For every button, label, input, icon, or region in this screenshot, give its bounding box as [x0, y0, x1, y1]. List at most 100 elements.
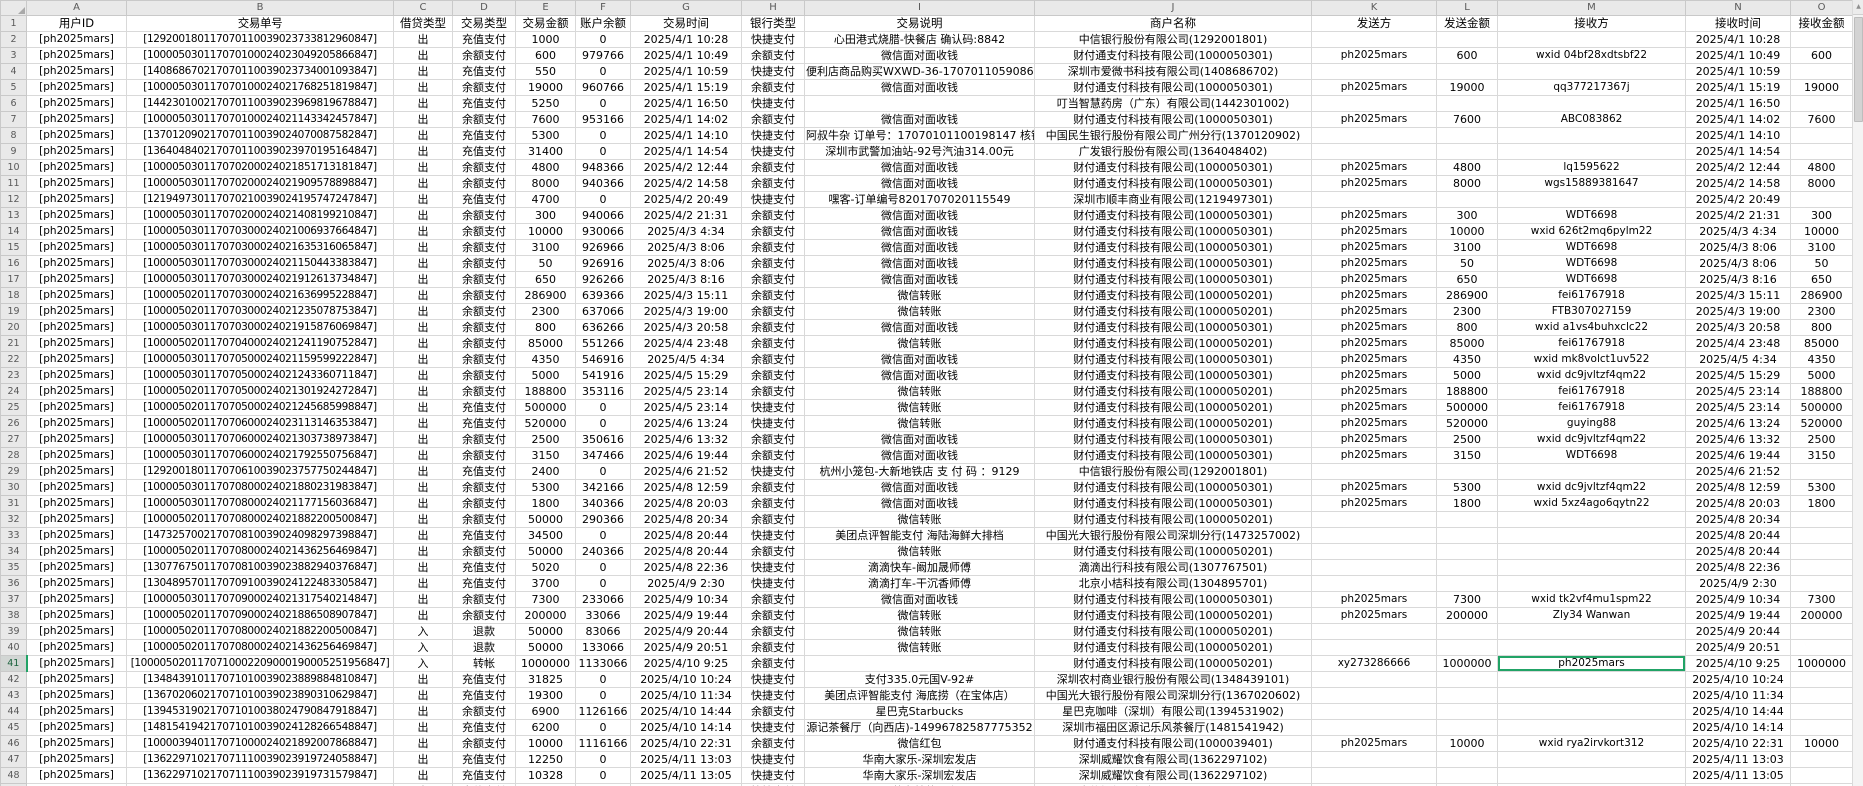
- cell-D15[interactable]: 余额支付: [452, 239, 516, 256]
- cell-J38[interactable]: 财付通支付科技有限公司(1000050201): [1034, 607, 1312, 624]
- cell-G40[interactable]: 2025/4/9 20:51: [630, 639, 742, 656]
- cell-B31[interactable]: [100005030117070800024021177156036847]: [126, 495, 394, 512]
- cell-O47[interactable]: [1790, 751, 1853, 768]
- cell-O17[interactable]: 650: [1790, 271, 1853, 288]
- cell-J19[interactable]: 财付通支付科技有限公司(1000050201): [1034, 303, 1312, 320]
- cell-F13[interactable]: 940066: [575, 207, 631, 224]
- select-all-corner[interactable]: [0, 0, 27, 16]
- row-header-47[interactable]: 47: [0, 751, 27, 768]
- cell-I14[interactable]: 微信面对面收钱: [804, 223, 1035, 240]
- cell-F30[interactable]: 342166: [575, 479, 631, 496]
- cell-O24[interactable]: 188800: [1790, 383, 1853, 400]
- cell-C11[interactable]: 出: [393, 175, 453, 192]
- cell-F42[interactable]: 0: [575, 671, 631, 688]
- cell-N30[interactable]: 2025/4/8 12:59: [1685, 479, 1791, 496]
- cell-H20[interactable]: 余额支付: [741, 319, 805, 336]
- cell-B25[interactable]: [100005020117070500024021245685998847]: [126, 399, 394, 416]
- column-header-N[interactable]: N: [1685, 0, 1791, 16]
- cell-L47[interactable]: [1436, 751, 1498, 768]
- cell-I13[interactable]: 微信面对面收钱: [804, 207, 1035, 224]
- cell-I40[interactable]: 微信转账: [804, 639, 1035, 656]
- cell-K19[interactable]: ph2025mars: [1311, 303, 1437, 320]
- cell-M3[interactable]: wxid 04bf28xdtsbf22: [1497, 47, 1686, 64]
- cell-H9[interactable]: 快捷支付: [741, 143, 805, 160]
- cell-L46[interactable]: 10000: [1436, 735, 1498, 752]
- cell-O9[interactable]: [1790, 143, 1853, 160]
- cell-G46[interactable]: 2025/4/10 22:31: [630, 735, 742, 752]
- cell-M40[interactable]: [1497, 639, 1686, 656]
- cell-O37[interactable]: 7300: [1790, 591, 1853, 608]
- cell-A7[interactable]: [ph2025mars]: [26, 111, 127, 128]
- cell-K21[interactable]: ph2025mars: [1311, 335, 1437, 352]
- cell-I15[interactable]: 微信面对面收钱: [804, 239, 1035, 256]
- cell-M38[interactable]: Zly34 Wanwan: [1497, 607, 1686, 624]
- row-header-16[interactable]: 16: [0, 255, 27, 272]
- cell-L39[interactable]: [1436, 623, 1498, 640]
- cell-D18[interactable]: 余额支付: [452, 287, 516, 304]
- cell-G24[interactable]: 2025/4/5 23:14: [630, 383, 742, 400]
- cell-K27[interactable]: ph2025mars: [1311, 431, 1437, 448]
- cell-F35[interactable]: 0: [575, 559, 631, 576]
- cell-C5[interactable]: 出: [393, 79, 453, 96]
- cell-C21[interactable]: 出: [393, 335, 453, 352]
- cell-K9[interactable]: [1311, 143, 1437, 160]
- cell-L11[interactable]: 8000: [1436, 175, 1498, 192]
- cell-I12[interactable]: 嘿客-订单编号8201707020115549: [804, 191, 1035, 208]
- row-header-9[interactable]: 9: [0, 143, 27, 160]
- cell-G23[interactable]: 2025/4/5 15:29: [630, 367, 742, 384]
- cell-I24[interactable]: 微信转账: [804, 383, 1035, 400]
- row-header-4[interactable]: 4: [0, 63, 27, 80]
- cell-L14[interactable]: 10000: [1436, 223, 1498, 240]
- cell-G29[interactable]: 2025/4/6 21:52: [630, 463, 742, 480]
- cell-K6[interactable]: [1311, 95, 1437, 112]
- cell-J36[interactable]: 北京小桔科技有限公司(1304895701): [1034, 575, 1312, 592]
- cell-B4[interactable]: [140868670217070110039023734001093847]: [126, 63, 394, 80]
- cell-L48[interactable]: [1436, 767, 1498, 784]
- cell-F48[interactable]: 0: [575, 767, 631, 784]
- cell-H32[interactable]: 余额支付: [741, 511, 805, 528]
- cell-M14[interactable]: wxid 626t2mq6pylm22: [1497, 223, 1686, 240]
- cell-H11[interactable]: 余额支付: [741, 175, 805, 192]
- cell-I4[interactable]: 便利店商品购买WXWD-36-17070110590864: [804, 63, 1035, 80]
- cell-G39[interactable]: 2025/4/9 20:44: [630, 623, 742, 640]
- cell-E7[interactable]: 7600: [515, 111, 576, 128]
- cell-D6[interactable]: 充值支付: [452, 95, 516, 112]
- column-header-K[interactable]: K: [1311, 0, 1437, 16]
- cell-J31[interactable]: 财付通支付科技有限公司(1000050301): [1034, 495, 1312, 512]
- cell-B43[interactable]: [136702060217071010039023890310629847]: [126, 687, 394, 704]
- cell-D39[interactable]: 退款: [452, 623, 516, 640]
- cell-B45[interactable]: [148154194217071010039024128266548847]: [126, 719, 394, 736]
- cell-A23[interactable]: [ph2025mars]: [26, 367, 127, 384]
- cell-I3[interactable]: 微信面对面收钱: [804, 47, 1035, 64]
- cell-E15[interactable]: 3100: [515, 239, 576, 256]
- cell-H36[interactable]: 快捷支付: [741, 575, 805, 592]
- cell-E39[interactable]: 50000: [515, 623, 576, 640]
- cell-I18[interactable]: 微信转账: [804, 287, 1035, 304]
- cell-L41[interactable]: 1000000: [1436, 655, 1498, 672]
- cell-E22[interactable]: 4350: [515, 351, 576, 368]
- cell-B3[interactable]: [100005030117070100024023049205866847]: [126, 47, 394, 64]
- cell-D20[interactable]: 余额支付: [452, 319, 516, 336]
- cell-O20[interactable]: 800: [1790, 319, 1853, 336]
- cell-A41[interactable]: [ph2025mars]: [26, 655, 127, 672]
- cell-G35[interactable]: 2025/4/8 22:36: [630, 559, 742, 576]
- cell-F40[interactable]: 133066: [575, 639, 631, 656]
- cell-G34[interactable]: 2025/4/8 20:44: [630, 543, 742, 560]
- cell-J7[interactable]: 财付通支付科技有限公司(1000050301): [1034, 111, 1312, 128]
- cell-C24[interactable]: 出: [393, 383, 453, 400]
- field-header-A1[interactable]: 用户ID: [26, 15, 127, 32]
- cell-K35[interactable]: [1311, 559, 1437, 576]
- cell-M27[interactable]: wxid dc9jvltzf4qm22: [1497, 431, 1686, 448]
- cell-F36[interactable]: 0: [575, 575, 631, 592]
- cell-A25[interactable]: [ph2025mars]: [26, 399, 127, 416]
- cell-K36[interactable]: [1311, 575, 1437, 592]
- cell-B17[interactable]: [100005030117070300024021912613734847]: [126, 271, 394, 288]
- row-header-27[interactable]: 27: [0, 431, 27, 448]
- cell-I20[interactable]: 微信面对面收钱: [804, 319, 1035, 336]
- cell-K32[interactable]: [1311, 511, 1437, 528]
- cell-I48[interactable]: 华南大家乐-深圳宏发店: [804, 767, 1035, 784]
- column-header-J[interactable]: J: [1034, 0, 1312, 16]
- cell-L3[interactable]: 600: [1436, 47, 1498, 64]
- cell-J12[interactable]: 深圳市顺丰商业有限公司(1219497301): [1034, 191, 1312, 208]
- cell-G7[interactable]: 2025/4/1 14:02: [630, 111, 742, 128]
